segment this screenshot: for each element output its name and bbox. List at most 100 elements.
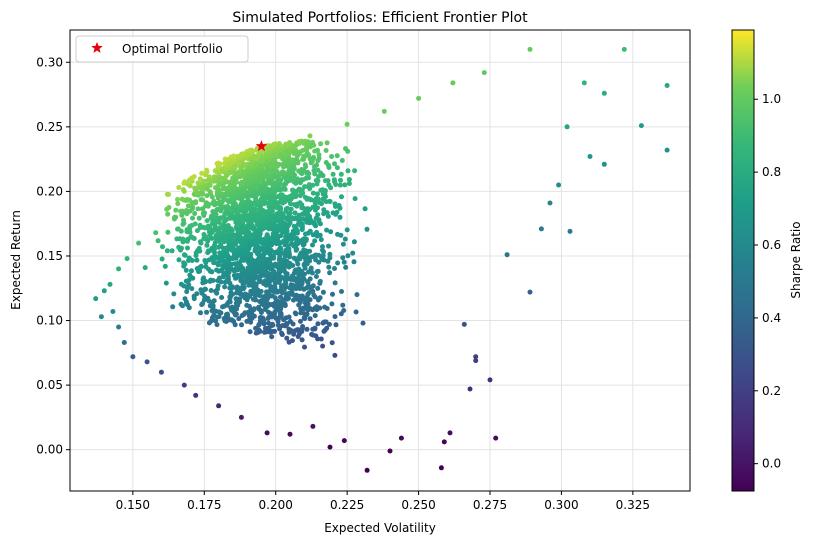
portfolio-point [233,300,239,306]
portfolio-point [291,216,297,222]
portfolio-point [266,244,272,250]
portfolio-point [188,275,194,281]
portfolio-point [176,185,182,190]
portfolio-point [243,230,249,236]
portfolio-point [252,281,258,287]
portfolio-point [291,270,297,276]
portfolio-point [264,232,270,238]
portfolio-point [187,183,193,189]
portfolio-point [293,143,299,148]
portfolio-point [199,290,205,296]
portfolio-point [289,338,295,344]
portfolio-point [308,197,314,203]
portfolio-point [290,321,296,327]
portfolio-point [290,175,296,181]
y-tick-label: 0.20 [36,184,63,198]
portfolio-point [279,211,285,217]
portfolio-point [245,168,251,174]
portfolio-point [230,245,236,251]
portfolio-point [224,249,230,254]
portfolio-point [481,70,487,76]
portfolio-point [207,182,213,188]
portfolio-point [270,188,276,194]
portfolio-point [315,191,320,197]
portfolio-point [340,255,346,261]
portfolio-point [209,308,215,314]
portfolio-point [219,268,225,274]
portfolio-point [447,430,453,436]
portfolio-point [664,83,670,88]
x-tick-label: 0.275 [473,498,507,512]
portfolio-point [345,253,351,259]
portfolio-point [227,299,233,305]
portfolio-point [344,227,350,233]
portfolio-point [223,315,229,321]
portfolio-point [239,193,245,199]
portfolio-point [283,249,289,255]
portfolio-point [265,257,271,262]
portfolio-point [110,309,116,314]
portfolio-point [527,46,533,52]
portfolio-point [212,254,217,260]
x-axis-ticks: 0.150 0.175 0.200 0.225 0.250 0.275 0.300 0.325 [116,491,650,512]
colorbar-tick-label: 0.8 [762,165,781,179]
portfolio-point [581,80,587,86]
legend: Optimal Portfolio [75,35,249,63]
portfolio-point [153,230,159,236]
colorbar-ticks: 0.0 0.2 0.4 0.6 0.8 1.0 [754,92,781,471]
portfolio-point [253,183,258,189]
portfolio-point [303,212,309,218]
portfolio-point [248,319,254,325]
portfolio-point [212,242,217,248]
portfolio-point [259,273,265,279]
portfolio-point [241,151,247,157]
portfolio-point [228,241,234,247]
portfolio-point [225,203,231,209]
portfolio-point [260,226,266,232]
portfolio-point [243,255,249,261]
portfolio-point [251,225,256,231]
portfolio-point [178,208,184,214]
portfolio-point [242,310,248,316]
colorbar-tick-label: 0.2 [762,384,781,398]
portfolio-point [287,141,293,147]
portfolio-point [337,205,343,211]
portfolio-point [312,164,317,170]
portfolio-point [273,231,279,237]
portfolio-point [189,258,195,263]
portfolio-point [320,196,326,202]
portfolio-point [287,261,293,266]
portfolio-point [249,309,254,315]
portfolio-point [249,315,255,321]
portfolio-point [313,207,318,213]
portfolio-point [273,168,278,174]
portfolio-point [260,164,266,169]
portfolio-point [313,196,319,201]
portfolio-point [351,259,357,265]
portfolio-point [247,329,253,335]
portfolio-point [234,261,240,267]
portfolio-point [220,245,226,251]
portfolio-point [263,172,269,178]
portfolio-point [288,148,294,154]
portfolio-point [320,173,326,179]
portfolio-point [269,277,275,283]
portfolio-point [268,236,274,242]
portfolio-point [255,287,261,293]
portfolio-point [305,291,311,297]
portfolio-point [219,295,225,300]
portfolio-point [205,223,211,229]
portfolio-point [277,220,283,226]
portfolio-point [237,203,243,209]
portfolio-point [316,252,322,258]
portfolio-point [325,213,331,219]
portfolio-point [155,238,161,244]
x-tick-label: 0.175 [187,498,221,512]
portfolio-point [220,274,226,280]
portfolio-point [258,247,264,253]
portfolio-point [203,264,209,270]
portfolio-point [273,249,279,255]
portfolio-point [208,191,214,197]
portfolio-point [335,231,340,237]
